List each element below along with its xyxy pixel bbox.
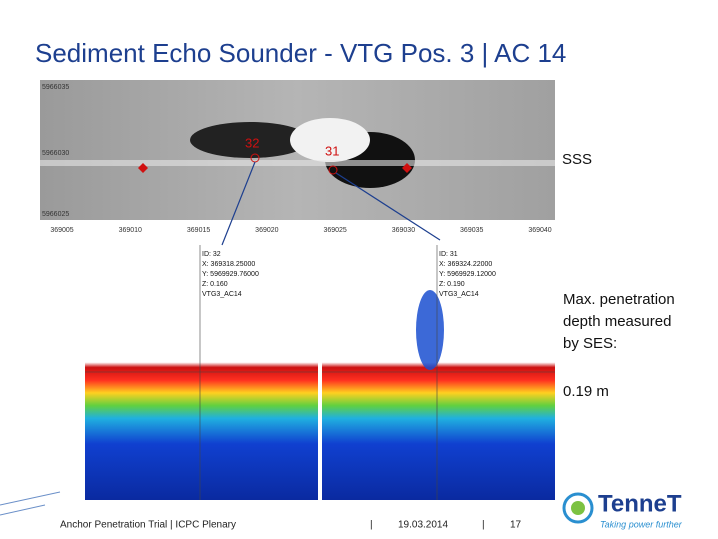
- note-line: Max. penetration: [563, 291, 675, 308]
- pointer-line: [335, 172, 441, 241]
- sonar-streak: [40, 160, 555, 166]
- logo-mark: [562, 492, 594, 524]
- footer-separator: |: [370, 520, 373, 531]
- title: Sediment Echo Sounder - VTG Pos. 3 | AC …: [35, 38, 566, 68]
- info-line: ID: 31: [439, 251, 458, 258]
- marker-circle: [328, 165, 338, 175]
- footer-separator: |: [482, 520, 485, 531]
- x-axis-label: 369015: [187, 227, 210, 234]
- decor-lines: [0, 491, 61, 516]
- echogram: [322, 245, 555, 500]
- info-line: Z: 0.190: [439, 281, 465, 288]
- axis-strip: [40, 220, 555, 237]
- info-line: ID: 32: [202, 251, 221, 258]
- echo-plume: [416, 290, 444, 370]
- pointer-line: [221, 161, 256, 246]
- info-line: Y: 5969929.12000: [439, 271, 496, 278]
- sonar-shadow: [190, 122, 310, 158]
- logo-mark: [571, 501, 585, 515]
- y-axis-label: 5966035: [42, 84, 69, 91]
- marker-label: 32: [245, 135, 259, 150]
- x-axis-label: 369035: [460, 227, 483, 234]
- logo-tagline: Taking power further: [600, 519, 683, 529]
- y-axis-label: 5966025: [42, 211, 69, 218]
- footer-page: 17: [510, 520, 522, 531]
- x-axis-label: 369025: [323, 227, 346, 234]
- logo: TenneT Taking power further: [562, 490, 683, 529]
- note-sss: SSS: [562, 151, 592, 168]
- x-axis-label: 369040: [528, 227, 551, 234]
- info-line: VTG3_AC14: [202, 291, 242, 298]
- logo-name: TenneT: [598, 490, 682, 517]
- sss-axis-labels: 5966035 5966030 5966025 369005 369010 369015 3…: [42, 84, 552, 234]
- info-line: Y: 5969929.76000: [202, 271, 259, 278]
- note-line: by SES:: [563, 335, 617, 352]
- marker-diamond: [402, 163, 412, 173]
- x-axis-label: 369020: [255, 227, 278, 234]
- sonar-reflection: [290, 118, 370, 162]
- info-line: X: 369318.25000: [202, 261, 255, 268]
- footer-date: 19.03.2014: [398, 520, 448, 531]
- note-line: depth measured: [563, 313, 671, 330]
- panel-info: ID: 32 X: 369318.25000 Y: 5969929.76000 Z: …: [202, 251, 496, 298]
- echogram: [85, 245, 318, 500]
- info-line: X: 369324.22000: [439, 261, 492, 268]
- note-depth: 0.19 m: [563, 383, 609, 400]
- footer-event: Anchor Penetration Trial | ICPC Plenary: [60, 520, 236, 531]
- marker-diamond: [138, 163, 148, 173]
- info-line: Z: 0.160: [202, 281, 228, 288]
- info-line: VTG3_AC14: [439, 291, 479, 298]
- y-axis-label: 5966030: [42, 150, 69, 157]
- x-axis-label: 369010: [119, 227, 142, 234]
- x-axis-label: 369030: [392, 227, 415, 234]
- x-axis-label: 369005: [50, 227, 73, 234]
- marker-label: 31: [325, 143, 339, 158]
- sss-image: 32 31: [40, 80, 555, 237]
